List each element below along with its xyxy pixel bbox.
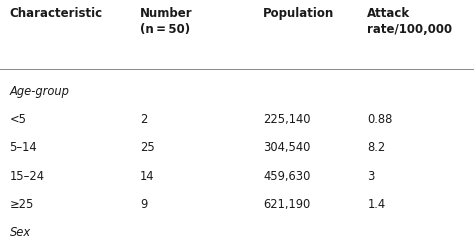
Text: 15–24: 15–24: [9, 170, 45, 183]
Text: 225,140: 225,140: [263, 113, 310, 126]
Text: 9: 9: [140, 198, 147, 211]
Text: <5: <5: [9, 113, 27, 126]
Text: 14: 14: [140, 170, 155, 183]
Text: Sex: Sex: [9, 226, 31, 239]
Text: 3: 3: [367, 170, 375, 183]
Text: 2: 2: [140, 113, 147, 126]
Text: 1.4: 1.4: [367, 198, 385, 211]
Text: 25: 25: [140, 141, 155, 154]
Text: ≥25: ≥25: [9, 198, 34, 211]
Text: 304,540: 304,540: [263, 141, 310, 154]
Text: 5–14: 5–14: [9, 141, 37, 154]
Text: 621,190: 621,190: [263, 198, 310, 211]
Text: 0.88: 0.88: [367, 113, 393, 126]
Text: Attack
rate/100,000: Attack rate/100,000: [367, 7, 453, 36]
Text: 8.2: 8.2: [367, 141, 386, 154]
Text: Number
(n = 50): Number (n = 50): [140, 7, 192, 36]
Text: Age-group: Age-group: [9, 85, 69, 98]
Text: 459,630: 459,630: [263, 170, 310, 183]
Text: Characteristic: Characteristic: [9, 7, 102, 20]
Text: Population: Population: [263, 7, 334, 20]
